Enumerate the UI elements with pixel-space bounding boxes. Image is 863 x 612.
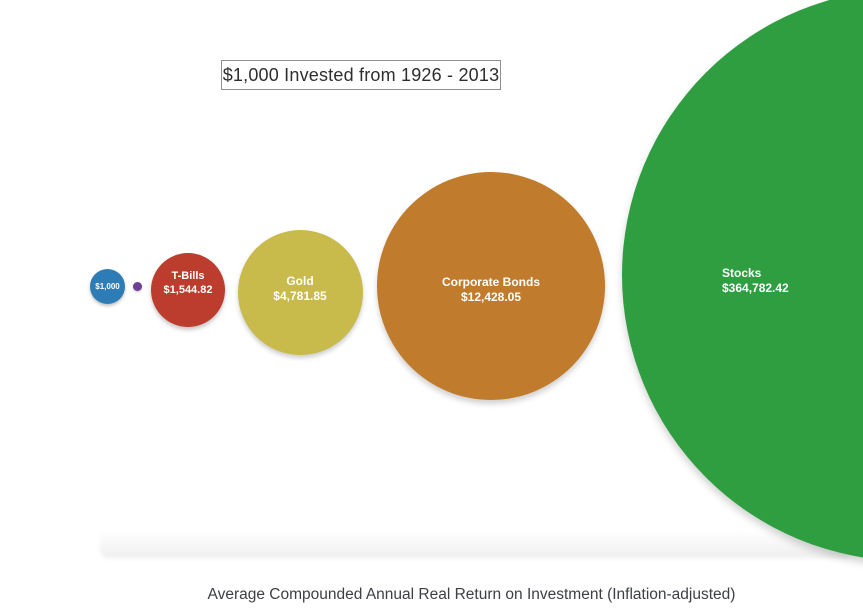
initial-amount: $1,000 [95,282,120,291]
chart-title-box: $1,000 Invested from 1926 - 2013 [221,60,501,90]
label-t-bills: T-Bills $1,544.82 [148,269,228,297]
bubble-gold [238,230,363,355]
corporate-bonds-name: Corporate Bonds [441,275,540,289]
gold-name: Gold [286,274,314,288]
corporate-bonds-amount: $12,428.05 [460,290,522,304]
stocks-name: Stocks [722,266,762,280]
bubble-unlabeled-dot [133,282,142,291]
label-gold: Gold $4,781.85 [250,274,350,304]
chart-caption: Average Compounded Annual Real Return on… [207,586,736,603]
chart-bottom-shadow [100,531,852,558]
t-bills-amount: $1,544.82 [163,284,213,296]
gold-amount: $4,781.85 [273,289,327,303]
stocks-amount: $364,782.42 [722,281,789,295]
bubble-t-bills [151,253,225,327]
chart-title: $1,000 Invested from 1926 - 2013 [222,64,500,85]
label-corporate-bonds: Corporate Bonds $12,428.05 [421,275,561,305]
t-bills-name: T-Bills [171,270,205,282]
label-initial-investment: $1,000 [77,282,138,291]
bubble-initial-investment [90,269,125,304]
label-stocks: Stocks $364,782.42 [722,266,862,296]
bubble-corporate-bonds [377,172,605,400]
